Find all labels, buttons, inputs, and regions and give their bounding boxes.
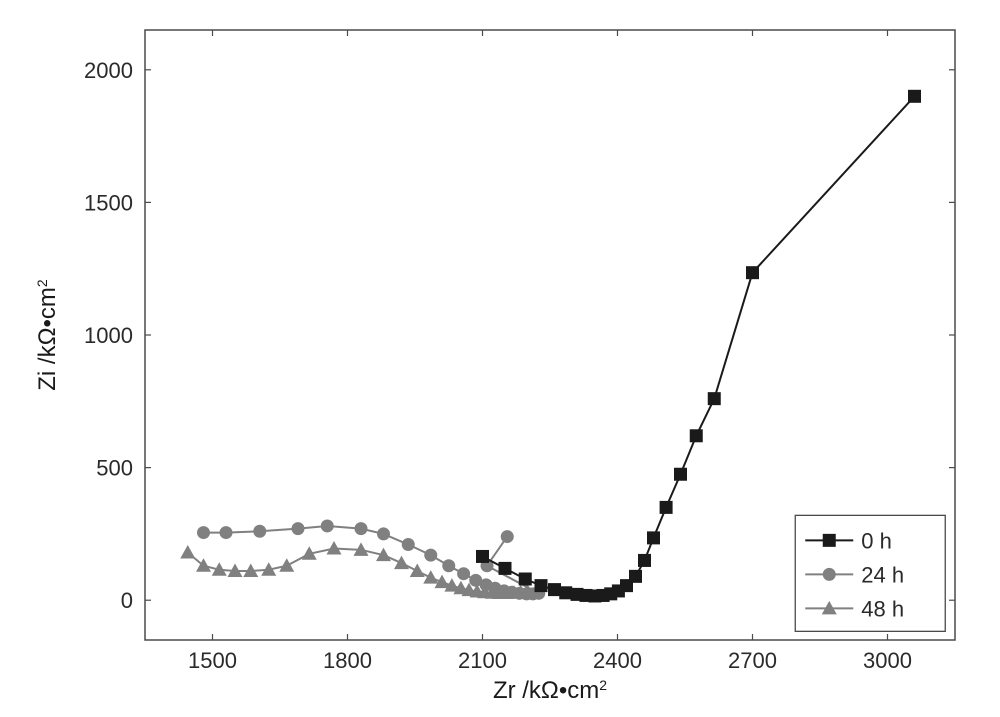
series-s1-marker (424, 549, 437, 562)
series-s0-marker (690, 429, 703, 442)
chart-svg: 1500 1800 2100 2400 2700 3000 0 500 1000 1500 2000… (0, 0, 1000, 717)
x-tick-label: 1500 (188, 648, 237, 673)
nyquist-chart: 1500 1800 2100 2400 2700 3000 0 500 1000 1500 2000… (0, 0, 1000, 717)
x-axis-title: Zr /kΩ•cm2 (493, 677, 607, 704)
legend-sample-marker (823, 568, 836, 581)
legend-label: 24 h (861, 562, 904, 587)
x-tick-label: 2700 (728, 648, 777, 673)
series-s0-marker (660, 501, 673, 514)
legend: 0 h 24 h 48 h (795, 515, 945, 631)
y-tick-label: 500 (96, 456, 133, 481)
series-s1-marker (402, 538, 415, 551)
y-tick-label: 2000 (84, 58, 133, 83)
series-s1-marker (442, 559, 455, 572)
series-s1-marker (501, 530, 514, 543)
x-tick-label: 3000 (863, 648, 912, 673)
series-s0-marker (535, 579, 548, 592)
series-s1-marker (377, 527, 390, 540)
series-s1-marker (197, 526, 210, 539)
series-s0-marker (559, 586, 572, 599)
series-s0-marker (629, 570, 642, 583)
series-s1-marker (355, 522, 368, 535)
legend-sample-marker (823, 534, 836, 547)
legend-label: 0 h (861, 528, 892, 553)
series-s0-marker (519, 573, 532, 586)
series-s1-marker (253, 525, 266, 538)
y-tick-label: 0 (121, 588, 133, 613)
series-s0-marker (674, 468, 687, 481)
series-s1-marker (321, 519, 334, 532)
series-s0-marker (476, 550, 489, 563)
series-s0-marker (548, 583, 561, 596)
x-tick-label: 2400 (593, 648, 642, 673)
y-tick-label: 1500 (84, 190, 133, 215)
series-s1-marker (292, 522, 305, 535)
series-s1-marker (457, 567, 470, 580)
legend-label: 48 h (861, 596, 904, 621)
series-s1-marker (220, 526, 233, 539)
x-tick-label: 2100 (458, 648, 507, 673)
series-s0-marker (638, 554, 651, 567)
x-tick-label: 1800 (323, 648, 372, 673)
y-tick-label: 1000 (84, 323, 133, 348)
series-s0-marker (499, 562, 512, 575)
y-axis-title: Zi /kΩ•cm2 (34, 279, 61, 391)
series-s0-marker (647, 531, 660, 544)
series-s0-marker (908, 90, 921, 103)
series-s0-marker (708, 392, 721, 405)
series-s0-marker (746, 266, 759, 279)
